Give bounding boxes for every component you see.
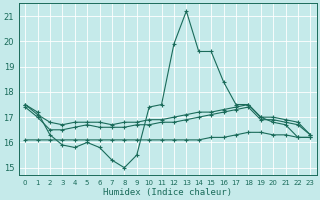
X-axis label: Humidex (Indice chaleur): Humidex (Indice chaleur)	[103, 188, 232, 197]
